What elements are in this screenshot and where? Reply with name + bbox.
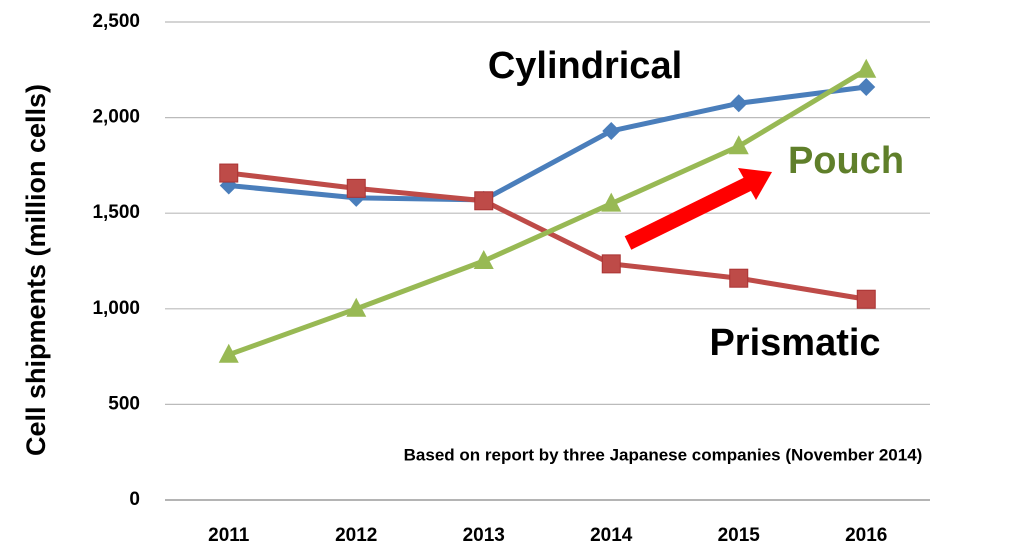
series-label: Prismatic bbox=[709, 322, 880, 364]
point bbox=[729, 268, 749, 288]
point bbox=[601, 254, 621, 274]
y-tick-label: 1,000 bbox=[92, 298, 140, 319]
point bbox=[857, 78, 876, 97]
series-line bbox=[228, 170, 867, 302]
point bbox=[856, 289, 876, 309]
plot: 0 500 1,000 1,500 2,000 2,500 2011 2012 2013 2014… bbox=[92, 11, 930, 546]
point bbox=[473, 250, 494, 269]
point bbox=[219, 163, 239, 183]
x-tick-label: 2011 bbox=[208, 525, 250, 546]
series-line bbox=[227, 67, 868, 358]
point bbox=[346, 178, 366, 198]
point bbox=[856, 58, 877, 78]
y-tick-label: 0 bbox=[129, 489, 140, 510]
series-line bbox=[228, 84, 867, 203]
series-label: Cylindrical bbox=[488, 45, 682, 87]
point bbox=[602, 121, 621, 140]
x-tick-label: 2016 bbox=[845, 525, 887, 546]
point bbox=[728, 135, 749, 155]
x-tick-label: 2012 bbox=[335, 525, 377, 546]
series-label: Pouch bbox=[788, 140, 904, 182]
x-tick-label: 2015 bbox=[718, 525, 761, 546]
point bbox=[218, 343, 239, 363]
y-tick-label: 1,500 bbox=[92, 202, 140, 223]
arrow bbox=[624, 168, 772, 250]
point bbox=[474, 191, 494, 211]
point bbox=[346, 297, 367, 317]
y-tick-label: 2,000 bbox=[92, 107, 140, 128]
y-tick-label: 500 bbox=[108, 393, 140, 414]
x-tick-label: 2013 bbox=[463, 525, 505, 546]
y-axis-label: Cell shipments (million cells) bbox=[21, 84, 51, 456]
y-tick-label: 2,500 bbox=[92, 11, 140, 32]
point bbox=[601, 192, 622, 212]
annotation: Based on report by three Japanese compan… bbox=[404, 445, 923, 464]
x-tick-label: 2014 bbox=[590, 525, 633, 546]
point bbox=[729, 94, 748, 113]
